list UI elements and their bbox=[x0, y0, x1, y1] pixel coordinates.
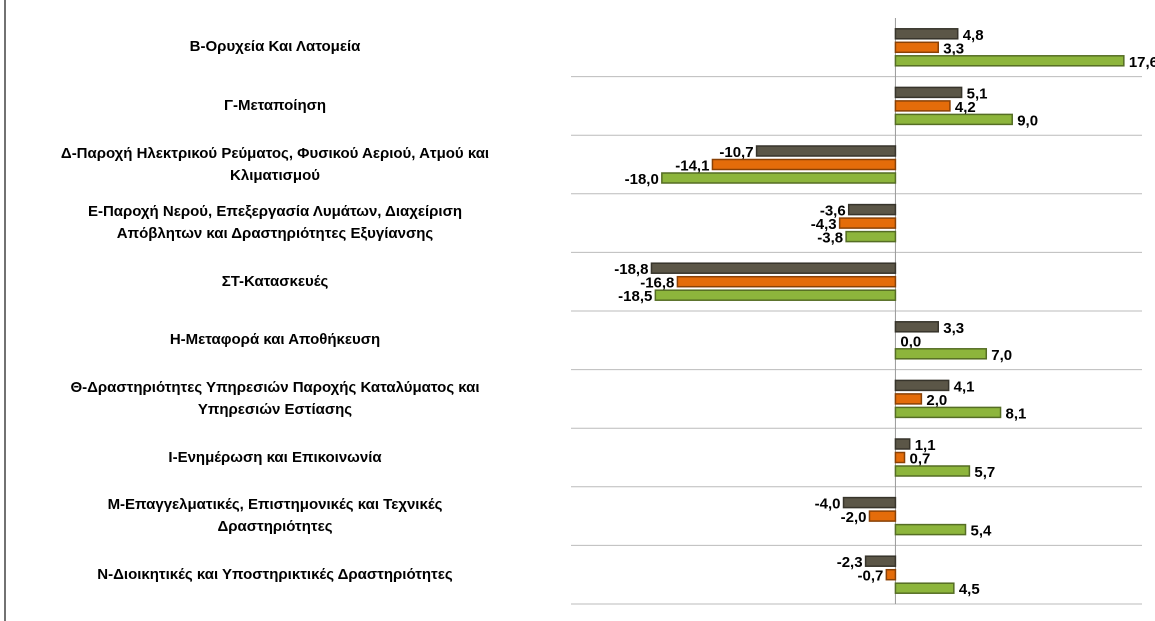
bar bbox=[894, 86, 963, 99]
category-label: Μ-Επαγγελματικές, Επιστημονικές και Τεχν… bbox=[107, 496, 443, 536]
value-label: -2,0 bbox=[841, 509, 867, 526]
category-label: ΣΤ-Κατασκευές bbox=[221, 272, 329, 290]
value-label: 17,6 bbox=[1129, 54, 1155, 71]
value-label: 1,1 bbox=[915, 437, 936, 454]
bar bbox=[654, 289, 897, 301]
bar bbox=[894, 113, 1013, 126]
bar bbox=[676, 275, 897, 288]
bar bbox=[894, 41, 940, 54]
value-label: -16,8 bbox=[640, 275, 674, 292]
bar bbox=[894, 393, 923, 405]
value-label: 3,3 bbox=[943, 320, 964, 337]
value-label: 3,3 bbox=[943, 40, 964, 57]
value-label: 4,2 bbox=[955, 99, 976, 116]
value-label: 5,1 bbox=[967, 85, 988, 102]
bar bbox=[711, 158, 897, 171]
bar bbox=[842, 496, 897, 509]
bar bbox=[864, 555, 897, 567]
bar bbox=[650, 262, 897, 274]
category-label: Θ-Δραστηριότητες Υπηρεσιών Παροχής Καταλ… bbox=[70, 378, 480, 418]
bar bbox=[894, 465, 971, 477]
bar bbox=[894, 523, 967, 536]
bar bbox=[885, 568, 897, 581]
bar bbox=[845, 230, 897, 243]
value-label: 4,1 bbox=[954, 378, 975, 395]
value-label: 4,8 bbox=[963, 27, 984, 44]
value-label: -3,6 bbox=[820, 203, 846, 220]
value-label: -0,7 bbox=[857, 568, 883, 585]
bar bbox=[894, 55, 1125, 67]
bar bbox=[894, 28, 959, 40]
value-label: 2,0 bbox=[926, 392, 947, 409]
value-label: -18,0 bbox=[625, 171, 659, 188]
category-label: Γ-Μεταποίηση bbox=[223, 96, 327, 114]
value-label: -4,3 bbox=[811, 216, 837, 233]
bar bbox=[894, 451, 906, 464]
value-label: -4,0 bbox=[815, 496, 841, 513]
value-label: 5,4 bbox=[971, 523, 993, 540]
bar bbox=[894, 348, 988, 360]
value-label: -18,5 bbox=[618, 288, 652, 305]
category-label: Δ-Παροχή Ηλεκτρικού Ρεύματος, Φυσικού Αε… bbox=[60, 144, 490, 184]
bar bbox=[868, 510, 897, 522]
bar bbox=[894, 438, 911, 450]
value-label: 4,5 bbox=[959, 581, 980, 598]
value-label: 7,0 bbox=[991, 347, 1012, 364]
bar bbox=[894, 582, 955, 594]
value-label: -18,8 bbox=[614, 261, 648, 278]
value-label: -14,1 bbox=[675, 157, 709, 174]
value-label: -3,8 bbox=[817, 230, 843, 247]
bar bbox=[838, 217, 897, 229]
bar bbox=[755, 145, 897, 157]
value-label: 5,7 bbox=[974, 464, 995, 481]
bar bbox=[847, 203, 897, 216]
value-label: 0,7 bbox=[910, 450, 931, 467]
bar bbox=[894, 100, 951, 112]
category-label: Ν-Διοικητικές και Υποστηρικτικές Δραστηρ… bbox=[97, 565, 453, 583]
category-label: Η-Μεταφορά και Αποθήκευση bbox=[169, 331, 381, 349]
category-label: Β-Ορυχεία Και Λατομεία bbox=[189, 38, 361, 56]
bar bbox=[894, 321, 940, 333]
value-label: 8,1 bbox=[1006, 405, 1027, 422]
category-label: Ε-Παροχή Νερού, Επεξεργασία Λυμάτων, Δια… bbox=[87, 203, 463, 243]
value-label: -10,7 bbox=[719, 144, 753, 161]
bar bbox=[661, 172, 897, 184]
value-label: 9,0 bbox=[1017, 112, 1038, 129]
category-label: Ι-Ενημέρωση και Επικοινωνία bbox=[168, 448, 382, 466]
value-label: 0,0 bbox=[900, 333, 921, 350]
value-label: -2,3 bbox=[837, 554, 863, 571]
bar bbox=[894, 406, 1002, 419]
bar bbox=[894, 379, 950, 392]
